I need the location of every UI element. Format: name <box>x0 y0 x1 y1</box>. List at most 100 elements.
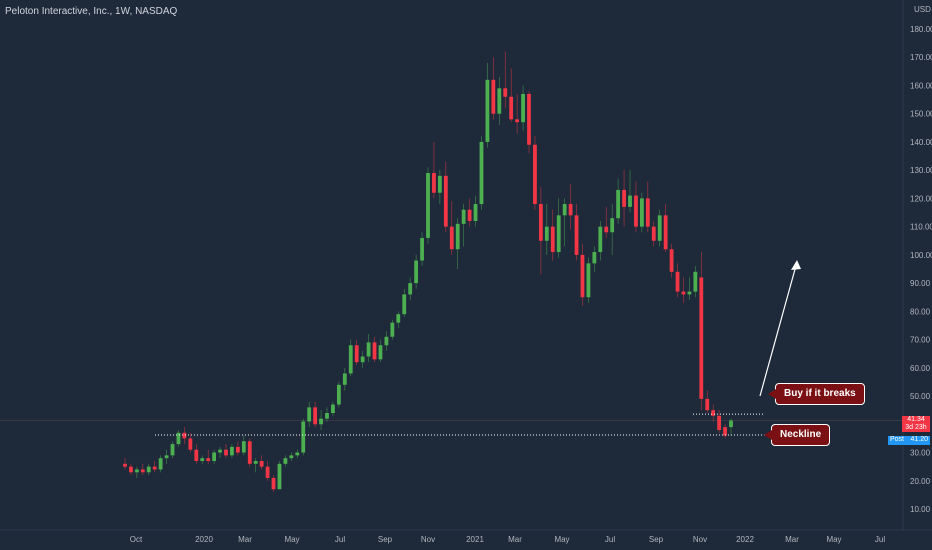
candle-body <box>657 215 662 241</box>
y-tick-label: 130.00 <box>910 166 932 175</box>
candle-body <box>538 204 543 241</box>
y-tick-label: 170.00 <box>910 53 932 62</box>
candle-body <box>693 271 698 292</box>
candle-body <box>622 189 626 207</box>
y-tick-label: 50.00 <box>910 392 931 401</box>
candle-body <box>146 466 151 473</box>
x-tick-label: 2022 <box>736 535 754 544</box>
candle-body <box>360 356 365 363</box>
candle-body <box>283 458 288 464</box>
candle-body <box>158 458 163 470</box>
candle-body <box>188 438 193 450</box>
x-tick-label: Jul <box>335 535 345 544</box>
x-tick-label: May <box>284 535 299 544</box>
candle-body <box>289 455 294 459</box>
candle-body <box>342 373 347 385</box>
candle-body <box>544 226 549 241</box>
currency-label: USD <box>914 5 931 14</box>
candle-body <box>503 88 508 97</box>
candle-body <box>402 294 407 315</box>
last-price-value: 41.34 <box>907 416 925 423</box>
candle-body <box>235 446 240 453</box>
y-tick-label: 120.00 <box>910 194 932 203</box>
candle-body <box>574 215 579 255</box>
candle-body <box>200 458 205 461</box>
candle-body <box>408 283 413 295</box>
candle-body <box>372 342 377 360</box>
candle-body <box>491 79 496 114</box>
candle-body <box>265 466 270 478</box>
candle-body <box>598 226 603 253</box>
candle-body <box>295 452 300 456</box>
candle-body <box>164 455 169 459</box>
x-tick-label: Jul <box>605 535 615 544</box>
candle-body <box>586 263 591 298</box>
candle-body <box>224 449 228 456</box>
candle-body <box>437 175 442 193</box>
candle-body <box>533 144 537 205</box>
candle-body <box>206 458 211 461</box>
neckline-callout: Neckline <box>763 424 831 446</box>
candle-body <box>634 195 638 227</box>
candle-body <box>509 96 514 120</box>
x-tick-label: May <box>554 535 569 544</box>
candle-body <box>550 226 555 253</box>
candle-body <box>230 446 234 456</box>
candle-body <box>277 463 282 490</box>
y-tick-label: 160.00 <box>910 81 932 90</box>
breakout-arrow-head <box>791 260 801 270</box>
candle-body <box>663 215 668 250</box>
candle-body <box>628 195 632 207</box>
candle-body <box>717 415 722 430</box>
candle-body <box>384 336 389 346</box>
candle-body <box>140 469 145 473</box>
y-tick-label: 150.00 <box>910 110 932 119</box>
candle-body <box>467 209 472 221</box>
candle-body <box>253 461 258 464</box>
y-tick-label: 30.00 <box>910 449 931 458</box>
y-tick-label: 20.00 <box>910 477 931 486</box>
candle-body <box>580 254 585 298</box>
last-price-countdown: 3d 23h <box>905 424 927 431</box>
candle-body <box>515 119 520 123</box>
x-tick-label: Sep <box>378 535 393 544</box>
y-tick-label: 110.00 <box>910 223 932 232</box>
candle-body <box>497 88 502 114</box>
candle-body <box>152 466 157 470</box>
candle-body <box>610 218 615 233</box>
candle-body <box>301 421 306 453</box>
chart-title: Peloton Interactive, Inc., 1W, NASDAQ <box>5 6 178 17</box>
candle-body <box>592 252 597 264</box>
candle-body <box>527 93 531 145</box>
candle-body <box>699 277 704 399</box>
candle-body <box>479 141 484 205</box>
candle-body <box>182 432 187 439</box>
x-tick-label: Nov <box>693 535 707 544</box>
candle-body <box>420 237 424 261</box>
candle-body <box>390 322 395 337</box>
candle-body <box>348 345 353 374</box>
candle-body <box>568 204 573 216</box>
candle-body <box>681 291 686 295</box>
candle-body <box>521 93 525 123</box>
x-tick-label: Jul <box>875 535 885 544</box>
candle-body <box>170 444 175 456</box>
candle-body <box>176 432 181 445</box>
post-price-value: 41.20 <box>910 436 928 443</box>
candle-body <box>194 449 199 461</box>
candle-body <box>461 209 466 224</box>
x-tick-label: Mar <box>785 535 799 544</box>
y-tick-label: 140.00 <box>910 138 932 147</box>
candle-body <box>669 249 674 272</box>
candle-body <box>259 461 264 467</box>
candle-body <box>426 173 430 238</box>
x-tick-label: Sep <box>649 535 664 544</box>
candle-body <box>639 198 644 227</box>
y-tick-label: 10.00 <box>910 505 931 514</box>
post-price-tag: Post 41.20 <box>888 436 930 445</box>
last-price-tag: 41.34 3d 23h <box>902 416 930 432</box>
candle-body <box>616 189 621 219</box>
candle-body <box>687 291 692 295</box>
candle-body <box>331 404 335 413</box>
